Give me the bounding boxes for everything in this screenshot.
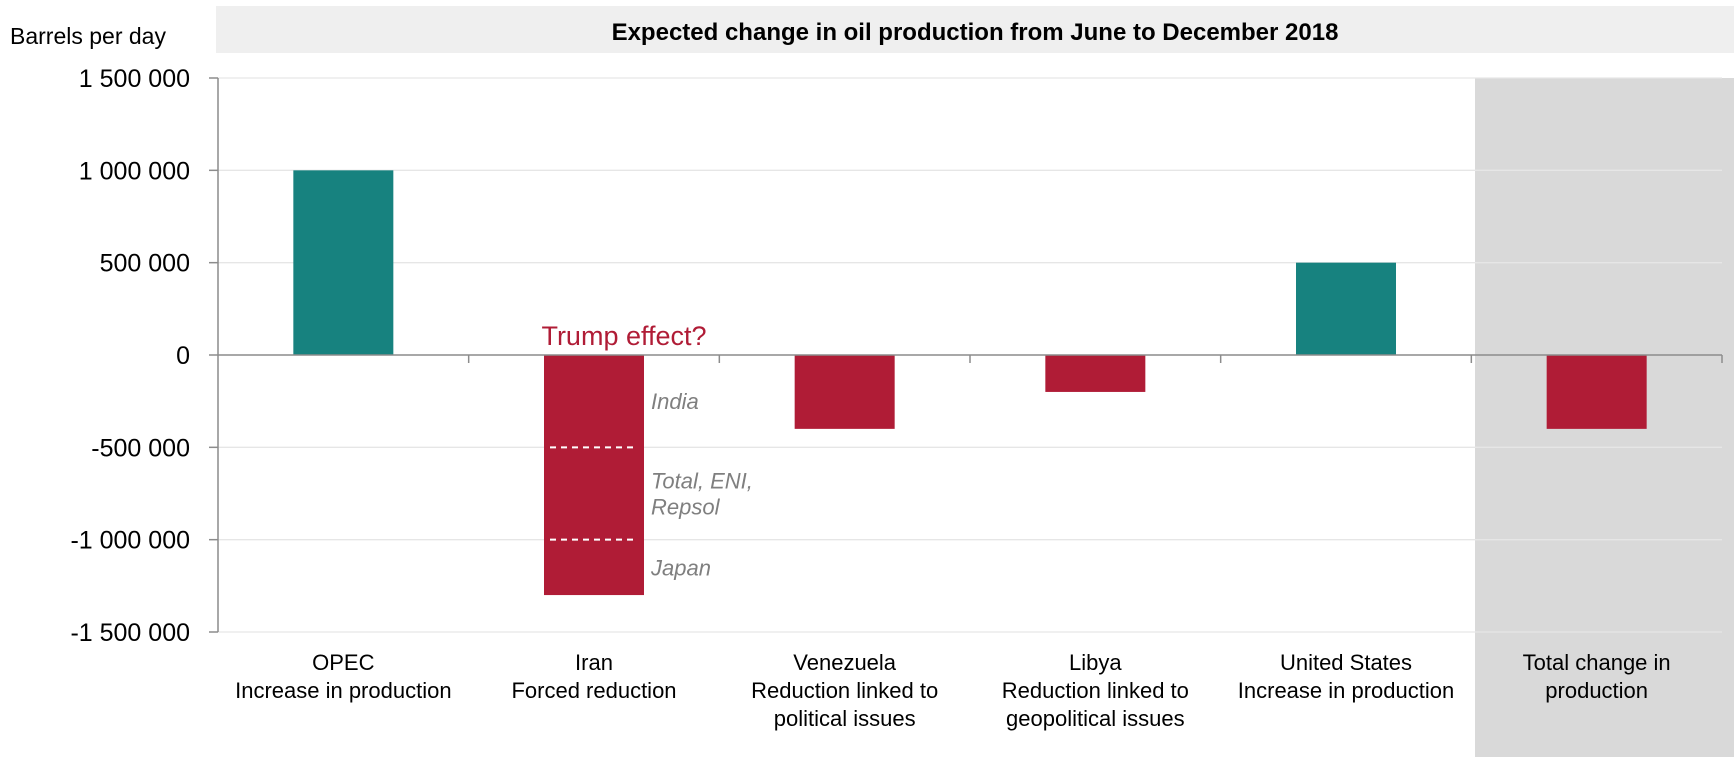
x-category-label: Total change in production	[1523, 650, 1671, 703]
bar	[544, 355, 644, 596]
bar	[1546, 355, 1647, 429]
axes	[209, 77, 1723, 633]
bar	[1296, 262, 1396, 355]
annotations: Trump effect? India Total, ENI, Repsol Japan	[541, 321, 752, 580]
bar	[1045, 355, 1146, 392]
x-category-label: Libya Reduction linked to geopolitical iss…	[1002, 650, 1189, 731]
x-category-label: United States Increase in production	[1238, 650, 1454, 703]
bars	[293, 170, 1647, 596]
iran-segment-label: Total, ENI, Repsol	[651, 469, 753, 520]
gridlines	[218, 77, 1722, 633]
trump-effect-annotation: Trump effect?	[541, 321, 706, 351]
y-tick-label: 500 000	[100, 250, 190, 278]
bar	[794, 355, 895, 429]
y-tick-label: -1 500 000	[70, 619, 190, 647]
y-tick-label: 1 000 000	[79, 157, 190, 185]
chart-title: Expected change in oil production from J…	[612, 19, 1339, 46]
bar	[293, 170, 394, 355]
y-tick-label: 0	[176, 342, 190, 370]
y-tick-label: -500 000	[91, 434, 190, 462]
y-axis-unit-label: Barrels per day	[10, 23, 166, 49]
y-tick-label: -1 000 000	[70, 527, 190, 555]
title-band	[216, 6, 1734, 53]
y-tick-label: 1 500 000	[79, 65, 190, 93]
x-category-label: Venezuela Reduction linked to political is…	[751, 650, 938, 731]
y-tick-labels: 1 500 000 1 000 000 500 000 0 -500 000 -1 000…	[70, 65, 190, 647]
x-category-label: Iran Forced reduction	[511, 650, 676, 703]
iran-segment-label: India	[651, 389, 699, 414]
x-category-labels: OPEC Increase in production Iran Forced red…	[235, 650, 1671, 731]
iran-segment-label: Japan	[650, 555, 711, 580]
x-category-label: OPEC Increase in production	[235, 650, 451, 703]
